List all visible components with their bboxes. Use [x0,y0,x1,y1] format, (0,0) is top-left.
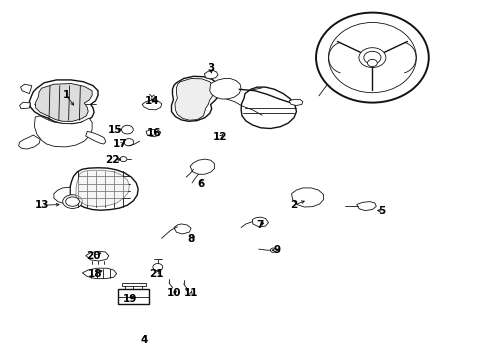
Text: 13: 13 [34,200,49,210]
Polygon shape [172,76,220,121]
Text: 19: 19 [122,294,137,304]
Text: 21: 21 [149,269,164,279]
Text: 4: 4 [141,335,148,345]
Text: 7: 7 [256,220,264,230]
Polygon shape [76,170,129,207]
Polygon shape [210,78,241,99]
Polygon shape [190,159,215,174]
Polygon shape [82,268,117,279]
Text: 9: 9 [273,245,280,255]
Polygon shape [241,87,296,129]
Polygon shape [289,99,303,105]
Polygon shape [34,116,92,147]
Text: 10: 10 [167,288,181,298]
Text: 2: 2 [291,200,297,210]
Polygon shape [20,102,30,109]
Polygon shape [142,100,162,110]
Ellipse shape [316,13,429,103]
Polygon shape [86,131,106,144]
Ellipse shape [328,22,416,93]
Text: 18: 18 [88,269,103,279]
Text: 15: 15 [108,125,122,135]
Polygon shape [174,224,191,234]
Ellipse shape [66,197,79,206]
Text: 16: 16 [147,128,162,138]
Circle shape [368,59,377,67]
Polygon shape [122,283,146,286]
Text: 1: 1 [63,90,70,100]
Polygon shape [70,168,138,210]
Circle shape [122,125,133,134]
Polygon shape [118,289,149,304]
Ellipse shape [364,51,381,64]
Polygon shape [357,202,376,211]
Polygon shape [146,130,161,137]
Circle shape [153,264,163,271]
Circle shape [124,139,134,146]
Text: 14: 14 [145,96,159,106]
Polygon shape [29,80,98,124]
Polygon shape [204,71,218,79]
Circle shape [120,157,127,162]
Text: 11: 11 [184,288,198,298]
Text: 8: 8 [188,234,195,244]
Polygon shape [175,78,215,120]
Text: 3: 3 [207,63,214,73]
Polygon shape [86,251,109,261]
Polygon shape [292,188,323,207]
Text: 6: 6 [197,179,204,189]
Text: 17: 17 [113,139,127,149]
Text: 22: 22 [105,155,120,165]
Ellipse shape [63,195,82,208]
Polygon shape [19,135,40,149]
Polygon shape [252,217,269,227]
Polygon shape [21,84,32,94]
Text: 20: 20 [86,251,100,261]
Polygon shape [35,84,92,121]
Text: 12: 12 [213,132,228,142]
Circle shape [270,248,276,252]
Polygon shape [54,187,70,203]
Text: 5: 5 [379,206,386,216]
Ellipse shape [359,48,386,68]
